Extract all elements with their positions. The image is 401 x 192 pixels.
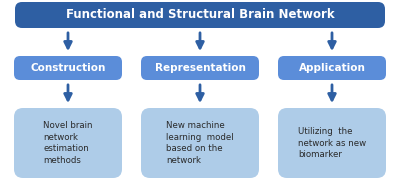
FancyBboxPatch shape [278,56,386,80]
FancyBboxPatch shape [14,56,122,80]
Text: Representation: Representation [154,63,245,73]
Text: Functional and Structural Brain Network: Functional and Structural Brain Network [66,8,334,22]
Text: Novel brain
network
estimation
methods: Novel brain network estimation methods [43,121,93,165]
FancyBboxPatch shape [278,108,386,178]
Text: Utilizing  the
network as new
biomarker: Utilizing the network as new biomarker [298,127,366,159]
FancyBboxPatch shape [15,2,385,28]
Text: Construction: Construction [30,63,106,73]
FancyBboxPatch shape [14,108,122,178]
Text: Application: Application [299,63,365,73]
FancyBboxPatch shape [141,56,259,80]
FancyBboxPatch shape [141,108,259,178]
Text: New machine
learning  model
based on the
network: New machine learning model based on the … [166,121,234,165]
